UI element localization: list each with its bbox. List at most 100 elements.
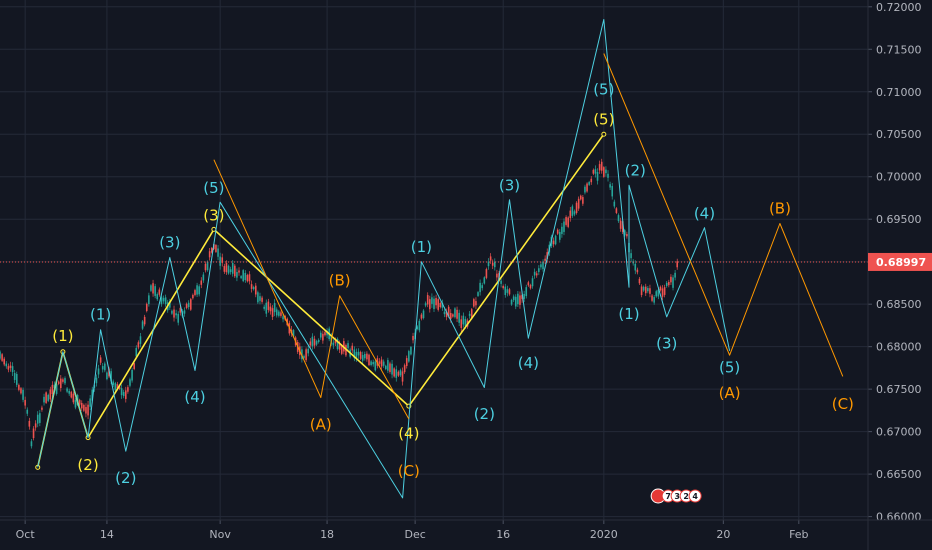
candle-body: [238, 270, 240, 273]
candle-body: [250, 284, 253, 289]
candle-body: [13, 372, 16, 380]
candle-body: [470, 309, 473, 319]
candle-body: [83, 404, 85, 411]
candle-body: [122, 392, 125, 397]
candle-body: [244, 272, 247, 281]
candle-body: [366, 353, 368, 360]
candle-body: [317, 339, 320, 342]
candle-body: [512, 296, 515, 301]
candle-body: [420, 314, 423, 319]
candle-body: [510, 300, 513, 305]
candle-body: [558, 231, 561, 240]
candle-body: [263, 306, 265, 309]
candle-body: [5, 363, 8, 367]
candle-body: [468, 313, 471, 316]
wave-path-orange: [603, 53, 844, 377]
candle-body: [145, 303, 148, 312]
candle-body: [0, 351, 1, 359]
candle-body: [156, 294, 159, 300]
candle-body: [531, 278, 534, 287]
wave-path-orange: [213, 159, 410, 420]
wave-label: (4): [518, 354, 539, 372]
event-badge[interactable]: [688, 489, 702, 503]
candle-body: [437, 299, 439, 310]
candle-body: [435, 298, 437, 306]
wave-label: (4): [694, 205, 715, 223]
candle-body: [47, 394, 50, 401]
candle-body: [169, 301, 171, 308]
x-tick-label: 16: [496, 528, 510, 541]
candle-body: [1, 354, 3, 361]
candle-body: [429, 299, 431, 310]
candle-body: [487, 261, 490, 267]
wave-label: (2): [115, 469, 136, 487]
candle-body: [351, 345, 354, 351]
candle-body: [32, 428, 35, 439]
wave-label: (3): [203, 206, 224, 224]
candle-body: [416, 326, 419, 329]
candle-body: [22, 389, 24, 400]
candle-body: [630, 253, 632, 259]
candle-body: [301, 349, 303, 360]
event-badge-count: 4: [692, 492, 698, 501]
candle-body: [569, 210, 572, 219]
candle-body: [517, 293, 519, 305]
candle-body: [259, 296, 261, 301]
y-axis[interactable]: 0.66000 0.66500 0.67000 0.67500 0.68000 0.685…: [867, 0, 922, 550]
candle-body: [252, 287, 255, 290]
candle-body: [97, 368, 100, 375]
wave-label: (1): [411, 238, 432, 256]
candle-body: [124, 390, 127, 399]
candle-body: [353, 349, 356, 359]
candle-body: [261, 297, 263, 302]
candle-body: [523, 293, 525, 299]
candle-body: [422, 310, 425, 319]
candle-body: [225, 262, 228, 273]
candle-body: [110, 371, 112, 382]
wave-label: (1): [618, 305, 639, 323]
candle-body: [481, 285, 484, 289]
candle-body: [152, 283, 154, 294]
wave-label: (B): [329, 272, 351, 290]
candle-body: [18, 384, 20, 390]
candle-body: [504, 286, 507, 295]
candle-body: [20, 388, 22, 394]
candle-body: [647, 288, 649, 292]
x-tick-label: 18: [320, 528, 334, 541]
candle-body: [26, 409, 29, 414]
candle-body: [208, 251, 211, 258]
candle-body: [592, 169, 595, 174]
candle-body: [70, 391, 73, 398]
candle-body: [221, 257, 224, 263]
candle-body: [185, 303, 188, 309]
candle-body: [324, 332, 326, 336]
y-tick-label: 0.70000: [876, 171, 922, 184]
wave-label: (C): [832, 395, 854, 413]
candle-body: [340, 345, 343, 354]
candle-body: [544, 258, 546, 261]
candle-body: [139, 336, 142, 344]
candle-body: [521, 294, 523, 299]
candle-body: [659, 286, 662, 291]
candle-body: [380, 359, 383, 367]
y-tick-label: 0.66500: [876, 468, 922, 481]
candle-body: [101, 366, 104, 370]
candle-body: [112, 381, 115, 386]
candle-body: [106, 372, 108, 380]
candle-body: [99, 357, 102, 363]
candle-body: [460, 319, 463, 328]
candle-body: [586, 183, 588, 192]
y-tick-label: 0.67000: [876, 426, 922, 439]
candle-body: [561, 226, 563, 234]
x-axis[interactable]: Oct 14 Nov 18 Dec 16 2020 20 Feb: [0, 519, 932, 541]
current-price-tag: 0.68997: [868, 252, 932, 271]
candle-body: [192, 294, 194, 299]
candle-body: [3, 358, 5, 365]
candle-body: [57, 381, 60, 384]
candle-body: [582, 197, 584, 204]
candle-body: [7, 366, 10, 370]
candle-body: [651, 295, 653, 301]
candle-body: [621, 221, 624, 232]
